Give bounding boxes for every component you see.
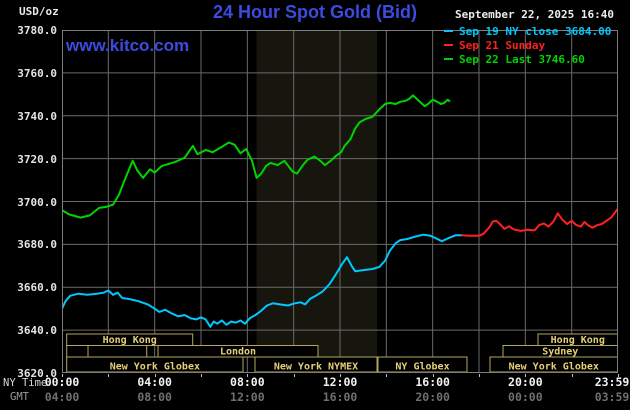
chart-datetime: September 22, 2025 16:40 xyxy=(455,8,614,21)
x-axis-tick xyxy=(201,374,202,377)
x-tick-gmt: 16:00 xyxy=(322,390,358,404)
x-tick-gmt: 08:00 xyxy=(137,390,172,404)
legend-dash-icon xyxy=(444,30,453,32)
legend-item-0: Sep 19 NY close 3684.00 xyxy=(444,25,611,39)
x-axis-tick xyxy=(154,374,156,377)
x-axis-tick xyxy=(479,374,480,377)
session-box-1-0 xyxy=(66,345,89,358)
x-tick-ny: 20:00 xyxy=(508,375,543,389)
x-tick-ny: 23:59 xyxy=(594,375,630,389)
legend-dash-icon xyxy=(444,44,453,46)
x-tick-gmt: 03:59 xyxy=(594,390,630,404)
y-tick-label: 3680.0 xyxy=(17,238,57,252)
plot-area: Hong Kong Hong Kong London Sydney New York G… xyxy=(62,30,618,373)
y-tick-label: 3660.0 xyxy=(17,281,57,295)
y-tick-label: 3700.0 xyxy=(17,195,57,209)
series-line-2 xyxy=(62,94,451,219)
chart-title: 24 Hour Spot Gold (Bid) xyxy=(213,2,417,22)
x-tick-ny: 04:00 xyxy=(137,375,172,389)
x-tick-ny: 12:00 xyxy=(322,375,358,389)
session-label: Hong Kong xyxy=(103,335,157,346)
session-label: New York NYMEX xyxy=(274,362,358,373)
x-axis-tick xyxy=(432,374,434,377)
x-axis-ny-time-label: NY Time xyxy=(3,377,48,389)
y-tick-label: 3740.0 xyxy=(17,109,57,123)
y-axis-units-label: USD/oz xyxy=(19,5,59,18)
x-axis-tick xyxy=(525,374,527,377)
chart-canvas: Hong Kong Hong Kong London Sydney New York G… xyxy=(62,30,618,373)
y-tick-label: 3620.0 xyxy=(17,367,57,380)
session-label: New York Globex xyxy=(509,362,599,373)
x-tick-ny: 16:00 xyxy=(415,375,450,389)
session-label: Sydney xyxy=(542,347,578,358)
legend-label: Sep 21 Sunday xyxy=(459,39,546,52)
x-tick-gmt: 00:00 xyxy=(508,390,543,404)
session-label: London xyxy=(220,347,256,358)
x-axis-gmt-label: GMT xyxy=(10,391,29,403)
y-tick-label: 3720.0 xyxy=(17,152,57,166)
x-axis-tick xyxy=(571,374,573,377)
x-tick-gmt: 12:00 xyxy=(230,390,265,404)
y-tick-label: 3760.0 xyxy=(17,66,57,80)
legend-item-1: Sep 21 Sunday xyxy=(444,39,611,53)
legend-label: Sep 22 Last 3746.60 xyxy=(459,53,585,66)
x-axis-tick xyxy=(293,374,295,377)
x-axis-tick xyxy=(247,374,249,377)
legend-label: Sep 19 NY close 3684.00 xyxy=(459,25,612,38)
x-axis-tick xyxy=(108,374,110,377)
legend-dash-icon xyxy=(444,58,453,60)
x-axis-tick xyxy=(386,374,388,377)
session-label: New York Globex xyxy=(110,362,200,373)
kitco-watermark-link[interactable]: www.kitco.com xyxy=(66,36,190,55)
series-line-0 xyxy=(62,233,462,328)
session-label: NY Globex xyxy=(395,362,449,373)
x-tick-ny: 08:00 xyxy=(230,375,265,389)
x-tick-ny: 00:00 xyxy=(44,375,80,389)
legend-item-2: Sep 22 Last 3746.60 xyxy=(444,53,611,67)
chart-legend: Sep 19 NY close 3684.00 Sep 21 Sunday Sep … xyxy=(444,25,611,67)
y-tick-label: 3780.0 xyxy=(17,24,57,37)
x-axis-tick xyxy=(340,374,341,377)
session-label: Hong Kong xyxy=(551,335,605,346)
x-axis-tick xyxy=(618,374,619,377)
session-box-1-1 xyxy=(87,345,148,358)
series-line-1 xyxy=(461,208,618,237)
y-tick-label: 3640.0 xyxy=(17,324,57,338)
x-tick-gmt: 20:00 xyxy=(415,390,450,404)
x-axis-tick xyxy=(62,374,63,377)
x-tick-gmt: 04:00 xyxy=(44,390,80,404)
